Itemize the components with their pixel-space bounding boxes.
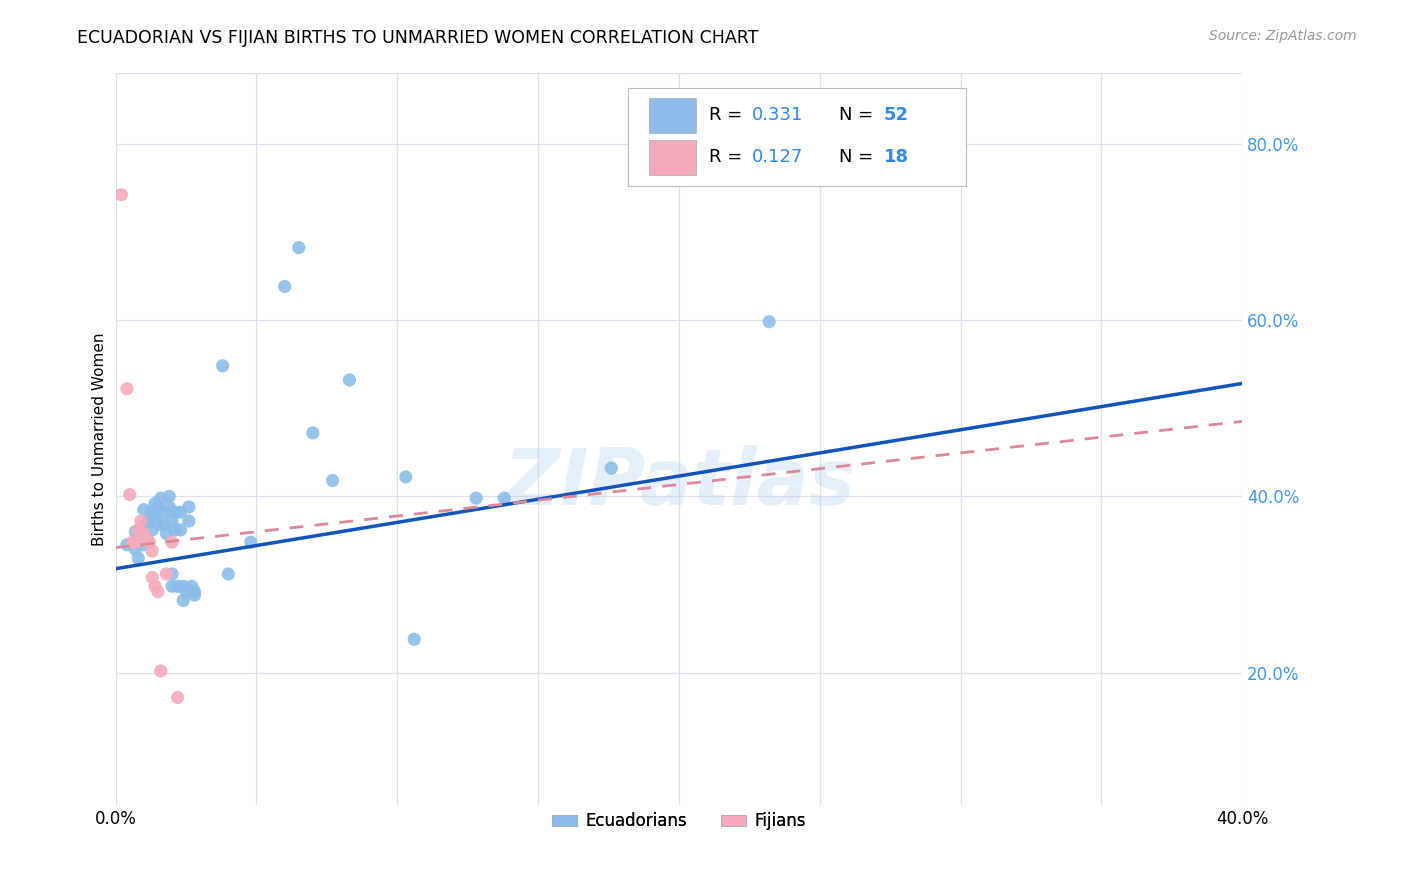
Legend: Ecuadorians, Fijians: Ecuadorians, Fijians — [546, 805, 813, 837]
Point — [211, 359, 233, 373]
Point — [183, 584, 205, 599]
Point — [135, 516, 157, 530]
Point — [157, 500, 180, 514]
Point — [160, 566, 183, 581]
Point — [600, 461, 623, 475]
Point — [115, 382, 138, 396]
Point — [115, 538, 138, 552]
Bar — [648, 140, 696, 175]
Point — [395, 470, 418, 484]
Point — [129, 514, 152, 528]
Point — [169, 505, 191, 519]
Point — [465, 491, 488, 505]
Point — [339, 373, 361, 387]
Point — [143, 496, 166, 510]
Point — [135, 529, 157, 543]
Point — [146, 500, 169, 514]
Point — [132, 526, 155, 541]
Point — [239, 535, 262, 549]
Point — [155, 566, 177, 581]
Point — [180, 579, 202, 593]
Point — [183, 588, 205, 602]
Point — [110, 187, 132, 202]
Point — [163, 523, 186, 537]
Bar — [648, 98, 696, 133]
FancyBboxPatch shape — [628, 87, 966, 186]
Point — [124, 524, 146, 539]
Point — [404, 632, 426, 647]
Text: R =: R = — [710, 148, 748, 166]
Point — [174, 584, 197, 599]
Point — [152, 505, 174, 519]
Point — [149, 491, 172, 505]
Point — [177, 500, 200, 514]
Point — [124, 535, 146, 549]
Point — [132, 502, 155, 516]
Point — [143, 508, 166, 523]
Point — [217, 566, 239, 581]
Text: ECUADORIAN VS FIJIAN BIRTHS TO UNMARRIED WOMEN CORRELATION CHART: ECUADORIAN VS FIJIAN BIRTHS TO UNMARRIED… — [77, 29, 759, 46]
Text: 0.331: 0.331 — [752, 106, 804, 125]
Point — [149, 664, 172, 678]
Point — [160, 514, 183, 528]
Point — [157, 489, 180, 503]
Point — [166, 579, 188, 593]
Point — [166, 690, 188, 705]
Point — [155, 526, 177, 541]
Point — [129, 520, 152, 534]
Text: 18: 18 — [884, 148, 910, 166]
Point — [494, 491, 516, 505]
Text: N =: N = — [839, 148, 879, 166]
Point — [124, 542, 146, 557]
Point — [141, 523, 163, 537]
Text: N =: N = — [839, 106, 879, 125]
Point — [163, 505, 186, 519]
Point — [132, 538, 155, 552]
Point — [138, 511, 160, 525]
Point — [758, 315, 780, 329]
Point — [127, 523, 149, 537]
Point — [138, 535, 160, 549]
Point — [172, 579, 194, 593]
Point — [141, 570, 163, 584]
Point — [121, 535, 143, 549]
Point — [172, 593, 194, 607]
Point — [118, 487, 141, 501]
Point — [169, 523, 191, 537]
Point — [141, 544, 163, 558]
Point — [146, 584, 169, 599]
Point — [127, 551, 149, 566]
Point — [177, 514, 200, 528]
Point — [301, 425, 323, 440]
Point — [322, 474, 344, 488]
Text: 52: 52 — [884, 106, 910, 125]
Point — [160, 535, 183, 549]
Point — [160, 579, 183, 593]
Text: R =: R = — [710, 106, 748, 125]
Point — [135, 532, 157, 546]
Text: Source: ZipAtlas.com: Source: ZipAtlas.com — [1209, 29, 1357, 43]
Point — [146, 517, 169, 532]
Point — [287, 241, 309, 255]
Point — [141, 505, 163, 519]
Point — [143, 579, 166, 593]
Text: ZIPatlas: ZIPatlas — [503, 445, 855, 521]
Point — [273, 279, 295, 293]
Text: 0.127: 0.127 — [752, 148, 804, 166]
Y-axis label: Births to Unmarried Women: Births to Unmarried Women — [93, 333, 107, 546]
Point — [152, 517, 174, 532]
